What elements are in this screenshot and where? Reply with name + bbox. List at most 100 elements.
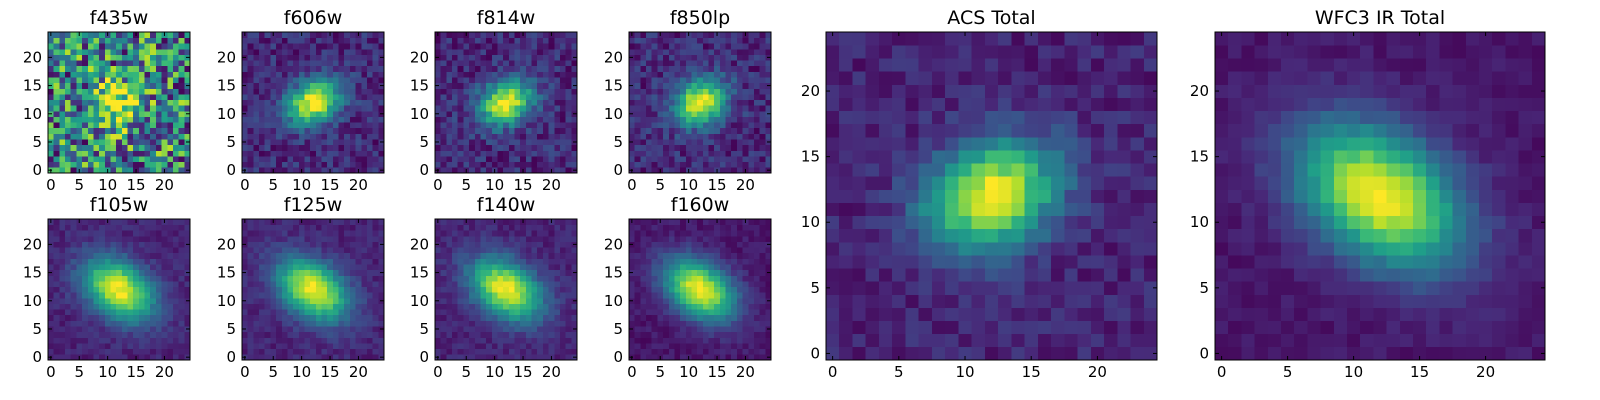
heatmap-cell <box>629 292 636 299</box>
y-tick-label: 15 <box>217 77 236 95</box>
heatmap-cell <box>491 71 498 78</box>
heatmap-cell <box>332 48 339 55</box>
heatmap-cell <box>554 224 561 231</box>
heatmap-cell <box>537 320 544 327</box>
heatmap-cell <box>138 230 145 237</box>
heatmap-cell <box>753 348 760 355</box>
heatmap-cell <box>264 241 271 248</box>
heatmap-cell <box>281 127 288 134</box>
heatmap-cell <box>82 314 89 321</box>
heatmap-cell <box>93 230 100 237</box>
heatmap-cell <box>725 71 732 78</box>
heatmap-cell <box>457 156 464 163</box>
heatmap-cell <box>668 309 675 316</box>
heatmap-cell <box>48 88 55 95</box>
heatmap-cell <box>138 48 145 55</box>
heatmap-cell <box>298 235 305 242</box>
heatmap-cell <box>178 281 185 288</box>
heatmap-cell <box>565 167 572 174</box>
heatmap-cell <box>674 275 681 282</box>
heatmap-cell <box>287 156 294 163</box>
heatmap-cell <box>65 314 72 321</box>
heatmap-cell <box>247 326 254 333</box>
heatmap-cell <box>349 161 356 168</box>
heatmap-cell <box>435 230 442 237</box>
heatmap-cell <box>736 150 743 157</box>
heatmap-cell <box>76 286 83 293</box>
heatmap-cell <box>646 320 653 327</box>
heatmap-cell <box>138 94 145 101</box>
heatmap-cell <box>372 48 379 55</box>
heatmap-cell <box>76 292 83 299</box>
heatmap-cell <box>708 48 715 55</box>
heatmap-cell <box>65 144 72 151</box>
heatmap-cell <box>76 297 83 304</box>
heatmap-cell <box>310 224 317 231</box>
heatmap-cell <box>514 275 521 282</box>
heatmap-cell <box>742 65 749 72</box>
heatmap-cell <box>127 54 134 61</box>
y-tick-label: 10 <box>410 292 429 310</box>
heatmap-cell <box>542 252 549 259</box>
heatmap-cell <box>725 297 732 304</box>
heatmap-cell <box>293 71 300 78</box>
heatmap-cell <box>133 258 140 265</box>
heatmap-cell <box>646 43 653 50</box>
heatmap-cell <box>542 314 549 321</box>
heatmap-cell <box>474 99 481 106</box>
heatmap-cell <box>65 252 72 259</box>
heatmap-cell <box>520 252 527 259</box>
heatmap-cell <box>138 224 145 231</box>
heatmap-cell <box>298 292 305 299</box>
heatmap-cell <box>82 139 89 146</box>
heatmap-cell <box>321 156 328 163</box>
heatmap-cell <box>93 286 100 293</box>
heatmap-cell <box>469 139 476 146</box>
heatmap-cell <box>469 297 476 304</box>
heatmap-cell <box>338 309 345 316</box>
heatmap-cell <box>531 269 538 276</box>
heatmap-cell <box>293 326 300 333</box>
heatmap-cell <box>571 94 578 101</box>
heatmap-cell <box>685 320 692 327</box>
heatmap-cell <box>640 127 647 134</box>
heatmap-cell <box>480 32 487 38</box>
heatmap-cell <box>327 269 334 276</box>
heatmap-cell <box>321 161 328 168</box>
heatmap-cell <box>565 71 572 78</box>
heatmap-cell <box>435 94 442 101</box>
heatmap-cell <box>287 303 294 310</box>
heatmap-cell <box>668 150 675 157</box>
heatmap-cell <box>520 88 527 95</box>
heatmap-cell <box>531 337 538 344</box>
heatmap-cell <box>287 167 294 174</box>
heatmap-cell <box>497 241 504 248</box>
heatmap-cell <box>259 156 266 163</box>
heatmap-cell <box>663 281 670 288</box>
heatmap-cell <box>719 116 726 123</box>
heatmap-cell <box>366 348 373 355</box>
heatmap-cell <box>548 60 555 67</box>
heatmap-cell <box>565 48 572 55</box>
heatmap-cell <box>765 71 772 78</box>
heatmap-cell <box>480 230 487 237</box>
heatmap-cell <box>378 337 385 344</box>
heatmap-cell <box>736 297 743 304</box>
heatmap-cell <box>355 230 362 237</box>
heatmap-cell <box>87 127 94 134</box>
heatmap-cell <box>537 309 544 316</box>
heatmap-cell <box>253 269 260 276</box>
heatmap-cell <box>646 54 653 61</box>
heatmap-cell <box>167 167 174 174</box>
heatmap-cell <box>708 88 715 95</box>
heatmap-cell <box>144 309 151 316</box>
heatmap-cell <box>104 343 111 350</box>
heatmap-cell <box>116 88 123 95</box>
heatmap-cell <box>144 82 151 89</box>
heatmap-cell <box>65 326 72 333</box>
heatmap-cell <box>634 122 641 129</box>
heatmap-cell <box>731 286 738 293</box>
heatmap-cell <box>440 144 447 151</box>
heatmap-cell <box>48 264 55 271</box>
heatmap-cell <box>457 127 464 134</box>
